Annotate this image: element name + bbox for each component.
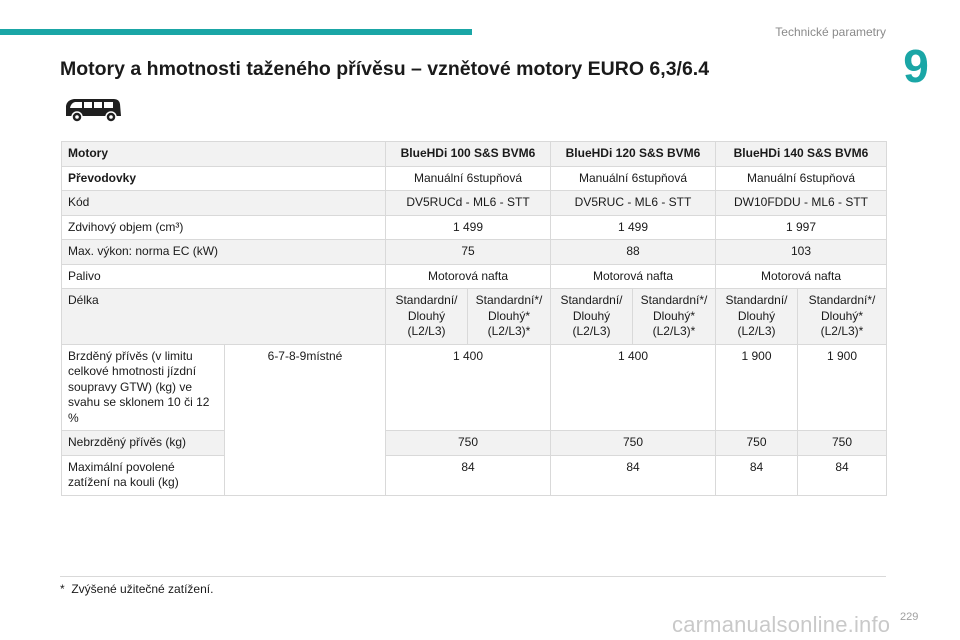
- table-row: Motory BlueHDi 100 S&S BVM6 BlueHDi 120 …: [61, 141, 887, 167]
- table-cell: 1 900: [797, 343, 887, 431]
- table-cell: 750: [715, 430, 798, 456]
- table-cell: 1 900: [715, 343, 798, 431]
- table-cell: 84: [797, 454, 887, 496]
- row-label-nebrzdeny: Nebrzděný přívěs (kg): [61, 430, 225, 456]
- footnote: * Zvýšené užitečné zatížení.: [60, 582, 213, 596]
- page-title: Motory a hmotnosti taženého přívěsu – vz…: [60, 58, 710, 80]
- table-row: Palivo Motorová nafta Motorová nafta Mot…: [61, 263, 887, 289]
- row-label-kod: Kód: [61, 190, 386, 216]
- table-cell: Standardní/ Dlouhý (L2/L3): [550, 288, 633, 345]
- chapter-number: 9: [903, 40, 929, 92]
- table-cell: Motorová nafta: [715, 263, 887, 289]
- table-cell: 1 997: [715, 214, 887, 240]
- table-cell: Motorová nafta: [385, 263, 551, 289]
- row-label-prevodovky: Převodovky: [61, 165, 386, 191]
- table-row: Délka Standardní/ Dlouhý (L2/L3) Standar…: [61, 288, 887, 345]
- table-row: Brzděný přívěs (v limitu celkové hmotnos…: [61, 343, 887, 496]
- table-cell: 1 400: [550, 343, 716, 431]
- watermark: carmanualsonline.info: [672, 612, 891, 637]
- table-cell: Manuální 6stupňová: [550, 165, 716, 191]
- table-cell: 1 499: [385, 214, 551, 240]
- row-label-vykon: Max. výkon: norma EC (kW): [61, 239, 386, 265]
- table-cell: 84: [550, 454, 716, 496]
- table-cell: 1 499: [550, 214, 716, 240]
- seats-cell: 6-7-8-9místné: [224, 343, 386, 496]
- footnote-text: Zvýšené užitečné zatížení.: [71, 582, 214, 596]
- van-icon: [66, 99, 121, 123]
- table-cell: Standardní/ Dlouhý (L2/L3): [385, 288, 468, 345]
- row-label-palivo: Palivo: [61, 263, 386, 289]
- table-cell: 750: [385, 430, 551, 456]
- table-cell: Standardní*/ Dlouhý* (L2/L3)*: [467, 288, 551, 345]
- table-cell: 750: [550, 430, 716, 456]
- table-cell: Manuální 6stupňová: [385, 165, 551, 191]
- table-cell: Standardní/ Dlouhý (L2/L3): [715, 288, 798, 345]
- table-cell: Standardní*/ Dlouhý* (L2/L3)*: [632, 288, 716, 345]
- row-label-kouli: Maximální povolené zatížení na kouli (kg…: [61, 454, 225, 496]
- row-label-brzdeny: Brzděný přívěs (v limitu celkové hmotnos…: [61, 343, 225, 431]
- engine-header: BlueHDi 140 S&S BVM6: [715, 141, 887, 167]
- table-row: Nebrzděný přívěs (kg) 750 750 750 750: [61, 430, 887, 456]
- table-cell: 1 400: [385, 343, 551, 431]
- engine-spec-table: Motory BlueHDi 100 S&S BVM6 BlueHDi 120 …: [61, 141, 887, 496]
- row-label-delka: Délka: [61, 288, 386, 345]
- table-cell: DV5RUCd - ML6 - STT: [385, 190, 551, 216]
- table-cell: 84: [715, 454, 798, 496]
- table-cell: 88: [550, 239, 716, 265]
- table-cell: DV5RUC - ML6 - STT: [550, 190, 716, 216]
- table-cell: Manuální 6stupňová: [715, 165, 887, 191]
- table-row: Zdvihový objem (cm³) 1 499 1 499 1 997: [61, 214, 887, 240]
- row-label-motory: Motory: [61, 141, 386, 167]
- header-accent-bar: [0, 29, 472, 35]
- table-cell: 84: [385, 454, 551, 496]
- table-row: Max. výkon: norma EC (kW) 75 88 103: [61, 239, 887, 265]
- table-row: Převodovky Manuální 6stupňová Manuální 6…: [61, 165, 887, 191]
- table-row: Maximální povolené zatížení na kouli (kg…: [61, 454, 887, 496]
- table-cell: Motorová nafta: [550, 263, 716, 289]
- table-cell: 750: [797, 430, 887, 456]
- engine-header: BlueHDi 100 S&S BVM6: [385, 141, 551, 167]
- table-cell: 103: [715, 239, 887, 265]
- footnote-mark: *: [60, 582, 65, 596]
- section-title: Technické parametry: [775, 25, 886, 39]
- table-cell: Standardní*/ Dlouhý* (L2/L3)*: [797, 288, 887, 345]
- footnote-divider: [60, 576, 886, 577]
- engine-header: BlueHDi 120 S&S BVM6: [550, 141, 716, 167]
- row-label-objem: Zdvihový objem (cm³): [61, 214, 386, 240]
- page-number: 229: [900, 611, 919, 623]
- table-cell: 75: [385, 239, 551, 265]
- table-row: Kód DV5RUCd - ML6 - STT DV5RUC - ML6 - S…: [61, 190, 887, 216]
- table-cell: DW10FDDU - ML6 - STT: [715, 190, 887, 216]
